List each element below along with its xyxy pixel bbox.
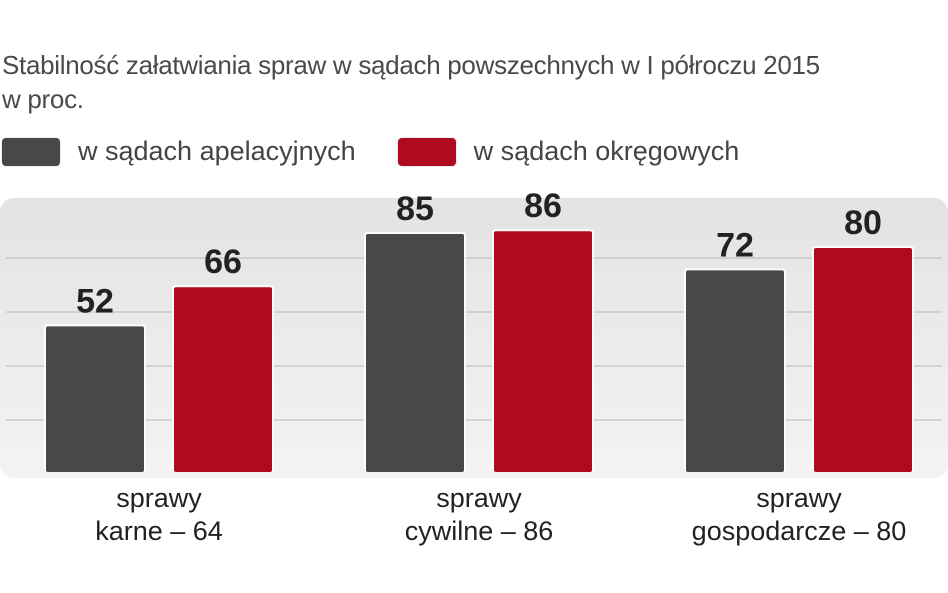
legend: w sądach apelacyjnych w sądach okręgowyc… [2, 136, 781, 167]
bar-value-label-1-1: 86 [524, 187, 562, 225]
legend-label-okregowe: w sądach okręgowych [473, 136, 740, 166]
chart-title: Stabilność załatwiania spraw w sądach po… [2, 48, 820, 116]
legend-swatch-apelacyjne [2, 137, 60, 166]
bar-0-1 [174, 287, 272, 472]
legend-swatch-okregowe [397, 137, 456, 166]
bar-value-label-2-1: 80 [844, 204, 882, 242]
legend-item-apelacyjne: w sądach apelacyjnych [2, 136, 356, 167]
category-label-0-0: sprawy [116, 483, 202, 513]
bar-2-0 [686, 270, 784, 472]
value-labels: 52 66 85 86 72 80 [76, 187, 882, 320]
bar-1-1 [494, 231, 592, 472]
bar-1-0 [366, 234, 464, 472]
bars [44, 229, 914, 472]
category-label-2-1: gospodarcze – 80 [692, 516, 907, 546]
bar-value-label-0-1: 66 [204, 243, 242, 281]
chart-unit: w proc. [2, 84, 84, 114]
bar-value-label-1-0: 85 [396, 190, 434, 228]
bar-value-label-0-0: 52 [76, 282, 114, 320]
chart-title-line: Stabilność załatwiania spraw w sądach po… [2, 50, 820, 80]
legend-item-okregowe: w sądach okręgowych [397, 136, 740, 167]
bar-0-0 [46, 326, 144, 472]
category-label-0-1: karne – 64 [95, 516, 223, 546]
category-label-1-0: sprawy [436, 483, 522, 513]
bar-value-label-2-0: 72 [716, 226, 754, 264]
legend-label-apelacyjne: w sądach apelacyjnych [78, 136, 356, 166]
bar-2-1 [814, 248, 912, 472]
category-label-2-0: sprawy [756, 483, 842, 513]
category-label-1-1: cywilne – 86 [405, 516, 554, 546]
